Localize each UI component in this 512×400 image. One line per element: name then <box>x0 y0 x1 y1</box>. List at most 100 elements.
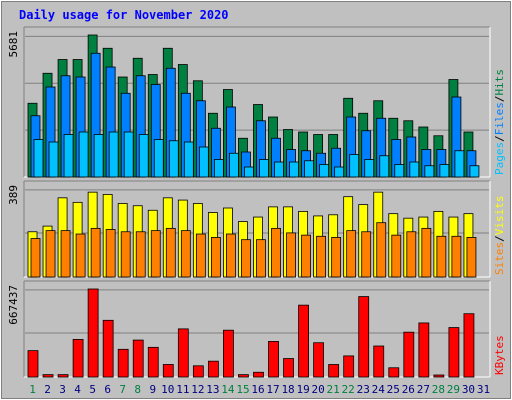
bar-pages-day-28 <box>439 164 450 178</box>
bar-sites-day-29 <box>451 235 462 278</box>
x-label-day-2: 2 <box>44 383 51 396</box>
bar-pages-day-17 <box>274 161 284 178</box>
x-label-day-30: 30 <box>462 383 475 396</box>
bar-kbytes-day-2 <box>42 374 54 378</box>
bar-sites-day-1 <box>30 238 41 278</box>
bar-sites-day-2 <box>45 230 56 278</box>
bar-sites-day-9 <box>150 230 161 278</box>
x-label-day-12: 12 <box>191 383 204 396</box>
bar-pages-day-7 <box>123 131 134 178</box>
bar-pages-day-24 <box>379 155 390 178</box>
legend-separator: / <box>493 96 506 103</box>
x-label-day-19: 19 <box>296 383 309 396</box>
bar-kbytes-day-19 <box>298 304 309 378</box>
bar-pages-day-14 <box>229 152 239 178</box>
bar-sites-day-18 <box>286 232 296 278</box>
x-label-day-26: 26 <box>402 383 415 396</box>
bar-pages-day-20 <box>319 164 330 178</box>
x-label-day-15: 15 <box>236 383 249 396</box>
bar-pages-day-25 <box>394 164 405 178</box>
bar-sites-day-27 <box>421 227 432 278</box>
bar-pages-day-22 <box>349 154 360 178</box>
x-label-day-27: 27 <box>417 383 430 396</box>
x-label-day-14: 14 <box>221 383 235 396</box>
bar-pages-day-12 <box>198 146 209 178</box>
bar-kbytes-day-21 <box>328 364 340 378</box>
bar-kbytes-day-12 <box>192 365 204 378</box>
hits-ymax-label: 5681 <box>7 31 20 58</box>
bar-kbytes-day-18 <box>283 358 294 378</box>
bar-kbytes-day-17 <box>268 341 279 378</box>
bar-pages-day-1 <box>33 139 44 178</box>
bar-kbytes-day-1 <box>27 350 39 378</box>
visits-sites-panel <box>23 180 491 278</box>
visits-sites-legend: Sites/Visits <box>493 196 506 276</box>
bar-sites-day-8 <box>135 231 146 278</box>
bar-kbytes-day-23 <box>358 296 370 378</box>
bar-kbytes-day-4 <box>72 339 84 378</box>
bar-sites-day-6 <box>105 229 116 278</box>
legend-visits: Visits <box>493 196 506 236</box>
bar-kbytes-day-20 <box>313 342 325 378</box>
bar-kbytes-day-13 <box>207 360 219 378</box>
x-axis-day-labels: 1 2 3 4 5 6 7 8 9 10 11 12 13 14 15 16 17 18 19 20 21 22 23 24 2… <box>29 383 490 396</box>
bar-kbytes-day-16 <box>253 371 264 378</box>
legend-separator: / <box>493 135 506 142</box>
bar-sites-day-3 <box>60 230 71 278</box>
x-label-day-13: 13 <box>206 383 219 396</box>
bar-sites-day-19 <box>301 234 311 278</box>
x-label-day-5: 5 <box>89 383 96 396</box>
bar-kbytes-day-22 <box>343 355 355 378</box>
bar-pages-day-21 <box>334 166 345 178</box>
bar-kbytes-day-30 <box>463 313 475 378</box>
bar-pages-day-10 <box>168 140 179 178</box>
visits-ymax-label: 389 <box>7 185 20 205</box>
x-label-day-8: 8 <box>134 383 141 396</box>
bar-kbytes-day-27 <box>418 322 430 378</box>
x-label-day-23: 23 <box>357 383 370 396</box>
x-label-day-29: 29 <box>447 383 460 396</box>
x-label-day-6: 6 <box>104 383 111 396</box>
x-label-day-11: 11 <box>176 383 189 396</box>
bar-kbytes-day-25 <box>388 367 400 378</box>
bar-sites-day-20 <box>316 235 327 278</box>
x-label-day-25: 25 <box>387 383 400 396</box>
panel-legend-text: Pages/Files/Hits <box>493 69 506 175</box>
bar-pages-day-9 <box>153 139 164 178</box>
bar-sites-day-21 <box>331 237 342 278</box>
panel-legend-text: KBytes <box>493 335 506 375</box>
bar-pages-day-11 <box>183 141 194 178</box>
x-label-day-24: 24 <box>372 383 386 396</box>
bar-pages-day-23 <box>364 159 375 178</box>
bar-sites-day-28 <box>436 235 447 278</box>
bar-kbytes-day-29 <box>448 327 460 378</box>
hits-files-pages-legend: Pages/Files/Hits <box>493 69 506 175</box>
bar-sites-day-14 <box>226 233 236 278</box>
bar-pages-day-15 <box>244 166 254 178</box>
kbytes-legend: KBytes <box>493 335 506 375</box>
legend-separator: / <box>493 235 506 242</box>
bar-pages-day-6 <box>108 131 119 178</box>
legend-files: Files <box>493 102 506 135</box>
chart-title: Daily usage for November 2020 <box>19 8 229 22</box>
bar-sites-day-11 <box>180 230 191 278</box>
bar-sites-day-10 <box>165 227 176 278</box>
bar-pages-day-4 <box>78 131 89 178</box>
bar-sites-day-22 <box>346 230 357 278</box>
x-label-day-16: 16 <box>251 383 264 396</box>
hits-files-pages-panel <box>23 26 491 178</box>
bar-kbytes-day-11 <box>177 328 189 378</box>
x-label-day-7: 7 <box>119 383 126 396</box>
bar-pages-day-19 <box>304 160 314 178</box>
bar-sites-day-23 <box>361 231 372 278</box>
bar-sites-day-25 <box>391 234 402 278</box>
bar-sites-day-12 <box>195 233 206 278</box>
bar-sites-day-4 <box>75 233 86 278</box>
x-label-day-31: 31 <box>477 383 490 396</box>
panel-legend-text: Sites/Visits <box>493 196 506 276</box>
bar-kbytes-day-7 <box>117 348 129 378</box>
bar-sites-day-24 <box>376 222 387 278</box>
bar-pages-day-5 <box>93 134 104 178</box>
x-label-day-3: 3 <box>59 383 66 396</box>
